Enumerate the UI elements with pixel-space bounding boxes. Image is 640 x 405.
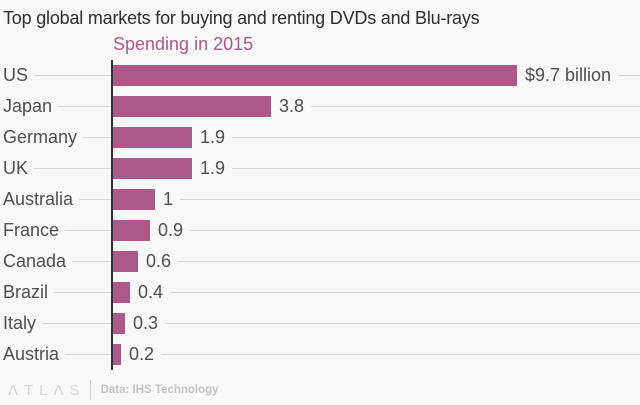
gridline <box>180 199 640 200</box>
category-label: UK <box>3 158 29 178</box>
chart-row: UK 1.9 <box>0 153 640 184</box>
value-label: 0.4 <box>138 282 164 302</box>
chart-row: Japan 3.8 <box>0 91 640 122</box>
category-label: Canada <box>3 251 67 271</box>
value-label: 0.3 <box>133 313 159 333</box>
atlas-logo: ΛTLΛS <box>8 381 86 399</box>
value-label: 0.9 <box>158 220 184 240</box>
row-plot: 0.9 <box>111 215 640 246</box>
category-cell: UK <box>0 153 111 184</box>
chart-row: Austria 0.2 <box>0 339 640 370</box>
gridline <box>42 323 111 324</box>
category-cell: Australia <box>0 184 111 215</box>
category-cell: Japan <box>0 91 111 122</box>
chart-row: Australia 1 <box>0 184 640 215</box>
chart-row: France 0.9 <box>0 215 640 246</box>
plot-area: US $9.7 billion Japan 3.8 German <box>0 60 640 370</box>
gridline <box>232 168 640 169</box>
bar <box>113 282 130 303</box>
chart-footer: ΛTLΛS Data: IHS Technology <box>0 375 640 405</box>
gridline <box>79 199 111 200</box>
gridline <box>190 230 640 231</box>
row-plot: 1 <box>111 184 640 215</box>
value-label: 0.6 <box>146 251 172 271</box>
chart-row: Canada 0.6 <box>0 246 640 277</box>
row-plot: 0.4 <box>111 277 640 308</box>
gridline <box>34 75 111 76</box>
bar <box>113 189 155 210</box>
row-plot: 0.3 <box>111 308 640 339</box>
gridline <box>58 106 111 107</box>
row-plot: 3.8 <box>111 91 640 122</box>
category-label: Austria <box>3 344 60 364</box>
gridline <box>72 261 111 262</box>
category-cell: Germany <box>0 122 111 153</box>
gridline <box>311 106 640 107</box>
value-label: 1 <box>163 189 174 209</box>
bar <box>113 313 125 334</box>
value-label: 1.9 <box>200 127 226 147</box>
category-label: Australia <box>3 189 74 209</box>
value-label: 0.2 <box>129 344 155 364</box>
chart-header: Top global markets for buying and rentin… <box>0 0 640 60</box>
gridline <box>618 75 640 76</box>
bar <box>113 344 121 365</box>
category-label: US <box>3 65 29 85</box>
category-label: France <box>3 220 60 240</box>
bar <box>113 220 150 241</box>
gridline <box>34 168 111 169</box>
gridline <box>54 292 111 293</box>
category-cell: US <box>0 60 111 91</box>
gridline <box>170 292 640 293</box>
data-credit: Data: IHS Technology <box>100 384 219 396</box>
gridline <box>65 354 111 355</box>
chart-row: Brazil 0.4 <box>0 277 640 308</box>
category-cell: Austria <box>0 339 111 370</box>
category-cell: Canada <box>0 246 111 277</box>
bar <box>113 127 192 148</box>
bar <box>113 96 271 117</box>
chart-row: US $9.7 billion <box>0 60 640 91</box>
footer-divider <box>89 380 91 400</box>
category-label: Japan <box>3 96 53 116</box>
value-label: 3.8 <box>279 96 305 116</box>
chart-row: Italy 0.3 <box>0 308 640 339</box>
chart-row: Germany 1.9 <box>0 122 640 153</box>
gridline <box>232 137 640 138</box>
gridline <box>161 354 640 355</box>
gridline <box>178 261 640 262</box>
row-plot: 1.9 <box>111 153 640 184</box>
category-cell: Italy <box>0 308 111 339</box>
row-plot: 0.6 <box>111 246 640 277</box>
row-plot: $9.7 billion <box>111 60 640 91</box>
category-label: Italy <box>3 313 37 333</box>
legend-label: Spending in 2015 <box>113 34 254 54</box>
category-label: Germany <box>3 127 78 147</box>
bar <box>113 158 192 179</box>
category-label: Brazil <box>3 282 49 302</box>
category-cell: Brazil <box>0 277 111 308</box>
gridline <box>65 230 111 231</box>
value-label: $9.7 billion <box>525 65 612 85</box>
bar <box>113 251 138 272</box>
bar <box>113 65 517 86</box>
gridline <box>165 323 640 324</box>
row-plot: 0.2 <box>111 339 640 370</box>
gridline <box>83 137 111 138</box>
chart-title: Top global markets for buying and rentin… <box>3 8 480 28</box>
value-label: 1.9 <box>200 158 226 178</box>
category-cell: France <box>0 215 111 246</box>
row-plot: 1.9 <box>111 122 640 153</box>
